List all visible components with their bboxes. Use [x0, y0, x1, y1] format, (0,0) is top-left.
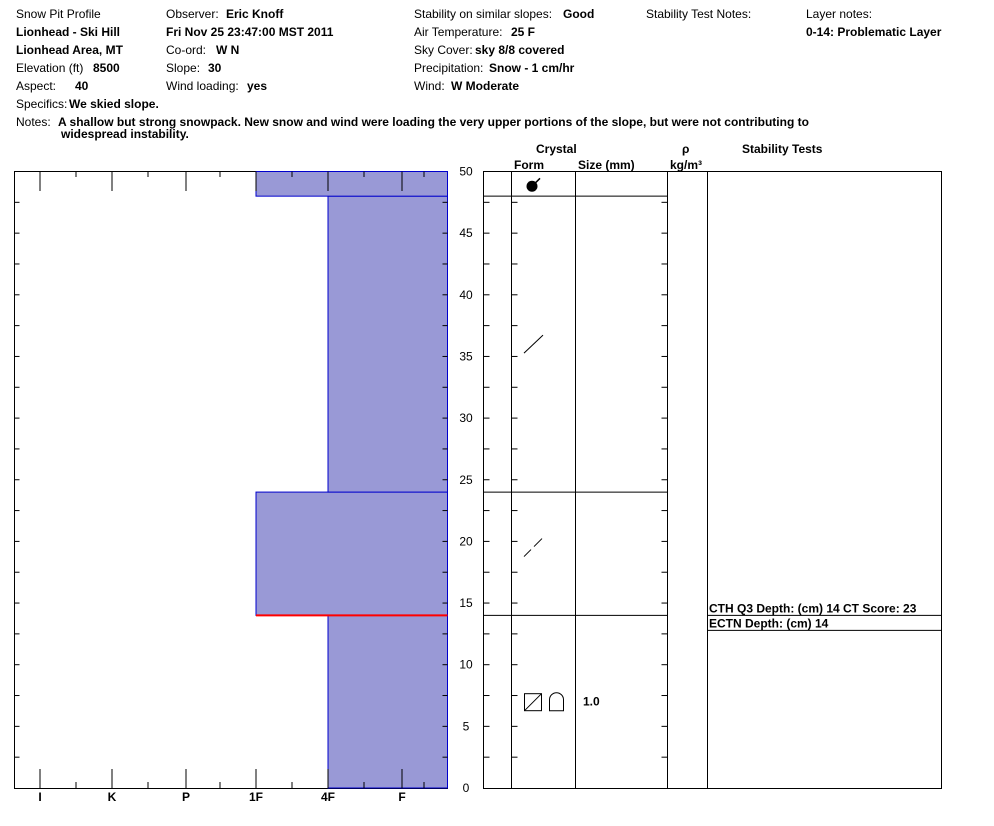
y-tick-label: 25 [459, 473, 473, 487]
notes-label: Notes: [16, 115, 51, 129]
hardness-layer-bar [327, 195, 448, 493]
y-tick-label: 15 [459, 596, 473, 610]
wind-loading-label: Wind loading: [166, 79, 239, 93]
fragment-stroke [533, 538, 543, 547]
crystal-decomposing-icon [523, 334, 544, 354]
crystal-decomposing-fragmented-icon [523, 538, 543, 557]
specifics-value: We skied slope. [69, 97, 159, 111]
observer-value: Eric Knoff [226, 7, 284, 21]
stability-similar-value: Good [563, 7, 595, 21]
rho-header: ρ [682, 142, 690, 156]
x-tick-label: 4F [321, 790, 335, 804]
crystal-faceted-depth-hoar-icon [524, 692, 564, 712]
stability-similar-label: Stability on similar slopes: [414, 7, 553, 21]
elevation-value: 8500 [93, 61, 120, 75]
y-tick-label: 10 [459, 658, 473, 672]
coord-label: Co-ord: [166, 43, 207, 57]
crystal-size-label: 1.0 [583, 695, 600, 709]
density-unit-header: kg/m³ [670, 158, 703, 172]
pit-title: Snow Pit Profile [16, 7, 101, 21]
hardness-layer-bar [327, 614, 448, 789]
sky-cover-label: Sky Cover: [414, 43, 473, 57]
observer-label: Observer: [166, 7, 219, 21]
form-header: Form [514, 158, 544, 172]
specifics-label: Specifics: [16, 97, 68, 111]
stability-tests-header: Stability Tests [742, 142, 823, 156]
x-tick-label: I [38, 790, 41, 804]
facet-diagonal [524, 693, 542, 712]
crystal-header: Crystal [536, 142, 577, 156]
notes-line-2: widespread instability. [61, 127, 189, 141]
x-tick-label: K [108, 790, 117, 804]
hardness-layer-bar [255, 491, 448, 616]
size-header: Size (mm) [578, 158, 635, 172]
facet-square [524, 693, 542, 712]
slope-value: 30 [208, 61, 222, 75]
y-tick-label: 50 [459, 165, 473, 179]
slope-label: Slope: [166, 61, 201, 75]
layer-notes-label: Layer notes: [806, 7, 873, 21]
x-tick-label: F [398, 790, 405, 804]
crystal-table-frame [483, 171, 942, 789]
coord-value: W N [216, 43, 240, 57]
wind-value: W Moderate [451, 79, 520, 93]
fragment-stroke [523, 549, 532, 557]
observation-datetime: Fri Nov 25 23:47:00 MST 2011 [166, 25, 334, 39]
aspect-value: 40 [75, 79, 89, 93]
area: Lionhead Area, MT [16, 43, 123, 57]
sky-cover-value: sky 8/8 covered [475, 43, 565, 57]
crystal-graupel-icon [526, 177, 541, 192]
y-tick-label: 40 [459, 288, 473, 302]
stability-test-label: ECTN Depth: (cm) 14 [709, 616, 829, 630]
y-tick-label: 20 [459, 534, 473, 548]
y-tick-label: 35 [459, 349, 473, 363]
y-tick-label: 45 [459, 226, 473, 240]
air-temperature-label: Air Temperature: [414, 25, 503, 39]
stability-test-label: CTH Q3 Depth: (cm) 14 CT Score: 23 [709, 601, 917, 615]
depth-hoar-cup [549, 692, 564, 712]
y-tick-label: 30 [459, 411, 473, 425]
decomposing-stroke [523, 334, 544, 354]
hardness-layer-bar [255, 171, 448, 197]
graupel-stroke [528, 177, 541, 190]
y-tick-label: 0 [463, 781, 470, 795]
air-temperature-value: 25 F [511, 25, 536, 39]
notes-line-1: A shallow but strong snowpack. New snow … [58, 115, 809, 129]
precipitation-value: Snow - 1 cm/hr [489, 61, 575, 75]
location: Lionhead - Ski Hill [16, 25, 121, 39]
x-tick-label: 1F [249, 790, 263, 804]
elevation-label: Elevation (ft) [16, 61, 84, 75]
layer-note: 0-14: Problematic Layer [806, 25, 942, 39]
y-tick-label: 5 [463, 719, 470, 733]
precipitation-label: Precipitation: [414, 61, 484, 75]
x-tick-label: P [182, 790, 190, 804]
wind-label: Wind: [414, 79, 445, 93]
wind-loading-value: yes [247, 79, 268, 93]
aspect-label: Aspect: [16, 79, 57, 93]
stability-test-notes-label: Stability Test Notes: [646, 7, 752, 21]
